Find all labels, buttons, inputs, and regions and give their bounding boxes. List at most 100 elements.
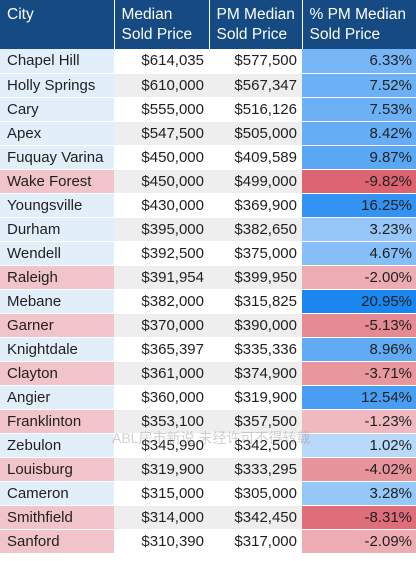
pm-median-price-cell: $319,900 <box>209 385 302 410</box>
pct-change-cell: 20.95% <box>302 289 416 314</box>
pct-change-cell: 8.42% <box>302 121 416 146</box>
table-row: Franklinton $353,100 $357,500 -1.23% <box>0 409 416 434</box>
city-cell: Wendell <box>0 241 114 266</box>
city-cell: Zebulon <box>0 433 114 458</box>
table-row: Zebulon $345,990 $342,500 1.02% <box>0 433 416 458</box>
pct-change-cell: -1.23% <box>302 409 416 434</box>
city-cell: Sanford <box>0 529 114 554</box>
table-row: Cameron $315,000 $305,000 3.28% <box>0 481 416 506</box>
city-cell: Mebane <box>0 289 114 314</box>
pct-change-cell: 3.28% <box>302 481 416 506</box>
pct-change-cell: 4.67% <box>302 241 416 266</box>
pct-change-cell: 12.54% <box>302 385 416 410</box>
pm-median-price-cell: $399,950 <box>209 265 302 290</box>
median-price-cell: $310,390 <box>114 529 209 554</box>
median-price-cell: $555,000 <box>114 97 209 122</box>
pm-median-price-cell: $335,336 <box>209 337 302 362</box>
city-cell: Cameron <box>0 481 114 506</box>
pct-change-cell: -4.02% <box>302 457 416 482</box>
column-header-city[interactable]: City <box>0 0 115 49</box>
city-cell: Apex <box>0 121 114 146</box>
city-cell: Wake Forest <box>0 169 114 194</box>
table-row: Louisburg $319,900 $333,295 -4.02% <box>0 457 416 482</box>
table-body: Chapel Hill $614,035 $577,500 6.33% Holly Sp… <box>0 49 416 554</box>
city-cell: Clayton <box>0 361 114 386</box>
table-row: Cary $555,000 $516,126 7.53% <box>0 97 416 122</box>
pm-median-price-cell: $577,500 <box>209 49 302 74</box>
pm-median-price-cell: $382,650 <box>209 217 302 242</box>
column-header-pct[interactable]: % PM Median Sold Price <box>302 0 416 49</box>
city-cell: Smithfield <box>0 505 114 530</box>
header-row: City Median Sold Price PM Median Sold Pr… <box>0 0 416 49</box>
pct-change-cell: 3.23% <box>302 217 416 242</box>
pm-median-price-cell: $567,347 <box>209 73 302 98</box>
table-row: Raleigh $391,954 $399,950 -2.00% <box>0 265 416 290</box>
pm-median-price-cell: $409,589 <box>209 145 302 170</box>
median-price-cell: $353,100 <box>114 409 209 434</box>
pm-median-price-cell: $333,295 <box>209 457 302 482</box>
pct-change-cell: 7.52% <box>302 73 416 98</box>
pm-median-price-cell: $390,000 <box>209 313 302 338</box>
pct-change-cell: 8.96% <box>302 337 416 362</box>
table-row: Angier $360,000 $319,900 12.54% <box>0 385 416 410</box>
pct-change-cell: -9.82% <box>302 169 416 194</box>
pct-change-cell: 6.33% <box>302 49 416 74</box>
median-price-cell: $610,000 <box>114 73 209 98</box>
table-row: Knightdale $365,397 $335,336 8.96% <box>0 337 416 362</box>
median-price-cell: $392,500 <box>114 241 209 266</box>
median-price-cell: $395,000 <box>114 217 209 242</box>
table-row: Smithfield $314,000 $342,450 -8.31% <box>0 505 416 530</box>
table-row: Fuquay Varina $450,000 $409,589 9.87% <box>0 145 416 170</box>
table-row: Mebane $382,000 $315,825 20.95% <box>0 289 416 314</box>
median-price-cell: $430,000 <box>114 193 209 218</box>
table-row: Apex $547,500 $505,000 8.42% <box>0 121 416 146</box>
table-row: Wake Forest $450,000 $499,000 -9.82% <box>0 169 416 194</box>
pm-median-price-cell: $499,000 <box>209 169 302 194</box>
median-price-cell: $450,000 <box>114 145 209 170</box>
pct-change-cell: 16.25% <box>302 193 416 218</box>
median-price-cell: $382,000 <box>114 289 209 314</box>
median-price-cell: $450,000 <box>114 169 209 194</box>
pm-median-price-cell: $369,900 <box>209 193 302 218</box>
pct-change-cell: -2.09% <box>302 529 416 554</box>
column-header-median[interactable]: Median Sold Price <box>114 0 210 49</box>
city-cell: Youngsville <box>0 193 114 218</box>
median-price-cell: $345,990 <box>114 433 209 458</box>
median-price-cell: $391,954 <box>114 265 209 290</box>
city-cell: Knightdale <box>0 337 114 362</box>
median-price-cell: $370,000 <box>114 313 209 338</box>
pct-change-cell: -3.71% <box>302 361 416 386</box>
table-row: Durham $395,000 $382,650 3.23% <box>0 217 416 242</box>
city-cell: Raleigh <box>0 265 114 290</box>
pm-median-price-cell: $374,900 <box>209 361 302 386</box>
pm-median-price-cell: $357,500 <box>209 409 302 434</box>
pm-median-price-cell: $315,825 <box>209 289 302 314</box>
median-price-cell: $365,397 <box>114 337 209 362</box>
pm-median-price-cell: $505,000 <box>209 121 302 146</box>
table-row: Clayton $361,000 $374,900 -3.71% <box>0 361 416 386</box>
column-header-pm-median[interactable]: PM Median Sold Price <box>209 0 303 49</box>
pm-median-price-cell: $375,000 <box>209 241 302 266</box>
city-cell: Angier <box>0 385 114 410</box>
pct-change-cell: 7.53% <box>302 97 416 122</box>
pm-median-price-cell: $317,000 <box>209 529 302 554</box>
pct-change-cell: -8.31% <box>302 505 416 530</box>
table-row: Holly Springs $610,000 $567,347 7.52% <box>0 73 416 98</box>
city-cell: Fuquay Varina <box>0 145 114 170</box>
city-cell: Louisburg <box>0 457 114 482</box>
median-price-cell: $361,000 <box>114 361 209 386</box>
table-row: Sanford $310,390 $317,000 -2.09% <box>0 529 416 554</box>
pm-median-price-cell: $342,500 <box>209 433 302 458</box>
city-cell: Durham <box>0 217 114 242</box>
table-row: Youngsville $430,000 $369,900 16.25% <box>0 193 416 218</box>
city-cell: Franklinton <box>0 409 114 434</box>
pm-median-price-cell: $305,000 <box>209 481 302 506</box>
pct-change-cell: 1.02% <box>302 433 416 458</box>
city-cell: Cary <box>0 97 114 122</box>
pct-change-cell: -5.13% <box>302 313 416 338</box>
city-cell: Chapel Hill <box>0 49 114 74</box>
pm-median-price-cell: $516,126 <box>209 97 302 122</box>
median-price-cell: $547,500 <box>114 121 209 146</box>
median-price-cell: $314,000 <box>114 505 209 530</box>
